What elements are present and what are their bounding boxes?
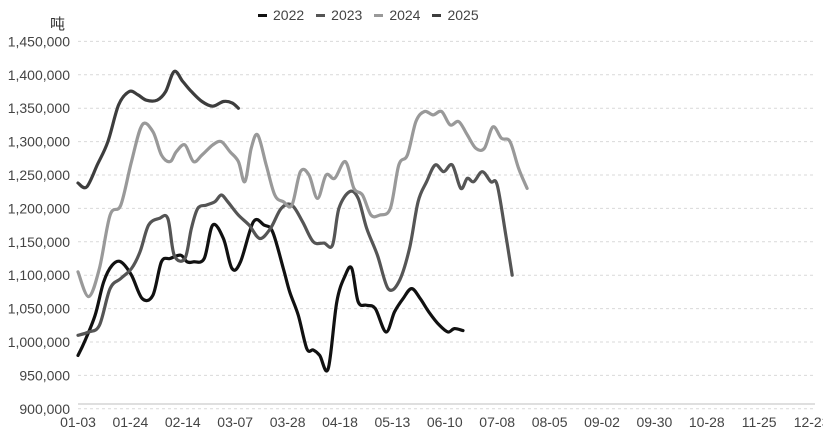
legend-swatch bbox=[316, 13, 326, 17]
legend-swatch bbox=[258, 13, 267, 17]
y-tick-label: 1,050,000 bbox=[8, 301, 70, 317]
legend-item-2024: 2024 bbox=[374, 7, 420, 23]
y-tick-label: 1,400,000 bbox=[8, 67, 70, 83]
legend-swatch bbox=[374, 13, 384, 17]
legend-label: 2023 bbox=[331, 7, 363, 23]
y-tick-label: 1,200,000 bbox=[8, 200, 70, 216]
legend: 2022 2023 2024 2025 bbox=[258, 7, 479, 23]
series-line-2024 bbox=[76, 109, 529, 299]
series-line-2023 bbox=[76, 162, 514, 337]
y-axis-unit-label: 吨 bbox=[50, 16, 66, 33]
x-tick-label: 07-08 bbox=[479, 414, 515, 430]
x-tick-label: 11-25 bbox=[742, 414, 777, 430]
y-tick-label: 1,350,000 bbox=[8, 100, 70, 116]
y-tick-label: 1,450,000 bbox=[8, 33, 70, 49]
x-tick-label: 09-30 bbox=[636, 414, 672, 430]
y-tick-label: 900,000 bbox=[19, 401, 70, 417]
x-tick-label: 02-14 bbox=[165, 414, 201, 430]
x-tick-label: 10-28 bbox=[689, 414, 725, 430]
y-tick-label: 950,000 bbox=[19, 367, 70, 383]
x-tick-label: 04-18 bbox=[322, 414, 358, 430]
legend-item-2022: 2022 bbox=[258, 7, 304, 23]
legend-item-2023: 2023 bbox=[316, 7, 362, 23]
y-tick-label: 1,250,000 bbox=[8, 167, 70, 183]
x-tick-label: 09-02 bbox=[584, 414, 620, 430]
x-tick-label: 01-03 bbox=[60, 414, 96, 430]
y-tick-label: 1,300,000 bbox=[8, 134, 70, 150]
x-tick-label: 03-28 bbox=[270, 414, 306, 430]
y-tick-label: 1,150,000 bbox=[8, 234, 70, 250]
legend-label: 2022 bbox=[273, 7, 305, 23]
x-tick-label: 03-07 bbox=[217, 414, 253, 430]
legend-item-2025: 2025 bbox=[432, 7, 479, 23]
x-tick-label: 05-13 bbox=[374, 414, 410, 430]
legend-swatch bbox=[432, 13, 442, 17]
x-tick-label: 08-05 bbox=[532, 414, 568, 430]
legend-label: 2025 bbox=[447, 7, 479, 23]
y-tick-label: 1,000,000 bbox=[8, 334, 70, 350]
series-line-2025 bbox=[76, 69, 240, 190]
x-tick-label: 01-24 bbox=[112, 414, 148, 430]
legend-label: 2024 bbox=[389, 7, 421, 23]
y-tick-label: 1,100,000 bbox=[8, 267, 70, 283]
x-tick-label: 12-23 bbox=[794, 414, 823, 430]
series-line-2022 bbox=[76, 217, 465, 373]
x-tick-label: 06-10 bbox=[427, 414, 463, 430]
